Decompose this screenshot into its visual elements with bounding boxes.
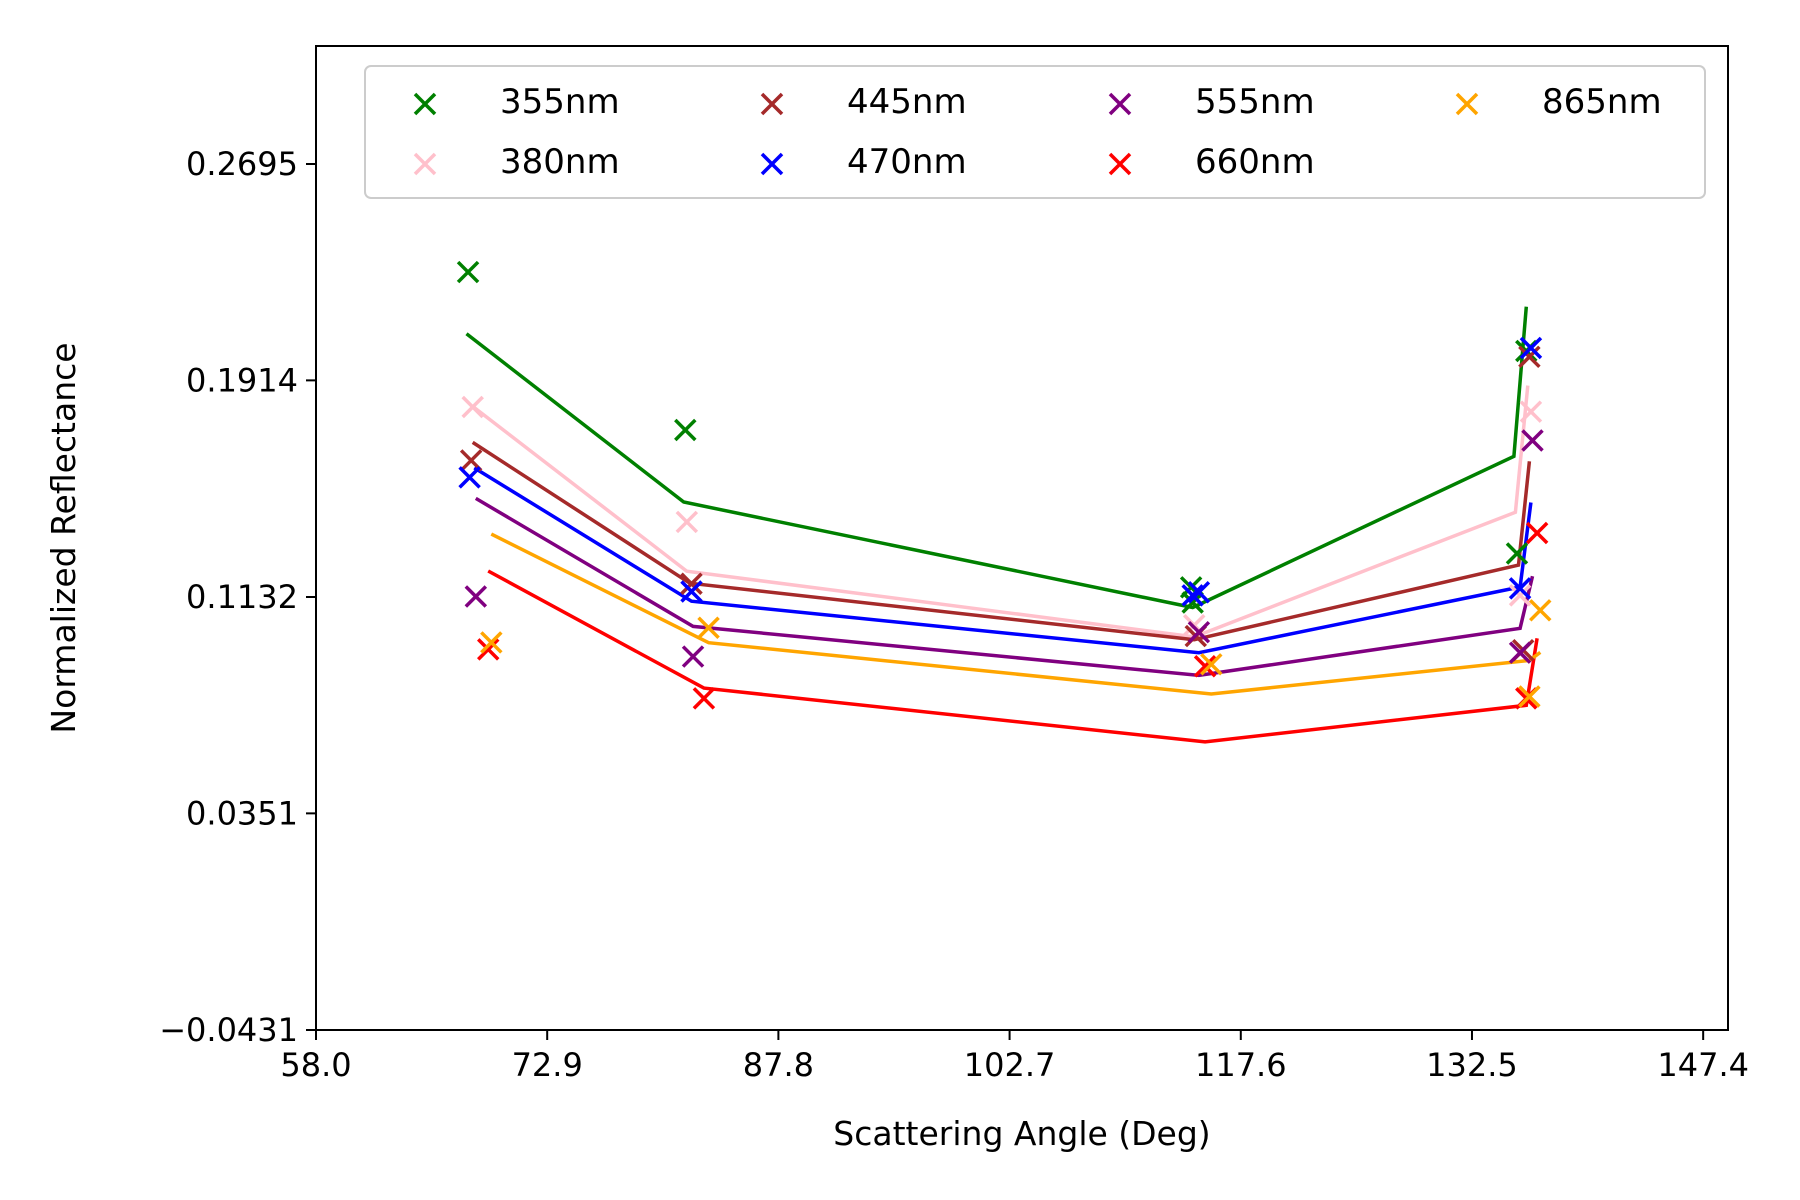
data-point-555nm (464, 585, 488, 608)
x-tick-label: 87.8 (743, 1046, 814, 1084)
data-point-380nm (675, 510, 699, 534)
data-point-470nm (1519, 336, 1543, 360)
data-point-355nm (1181, 591, 1204, 614)
legend-marker-355nm (413, 92, 437, 116)
data-point-470nm (1181, 584, 1204, 607)
data-point-355nm (674, 418, 697, 442)
legend-label: 865nm (1542, 82, 1662, 122)
data-point-660nm (476, 638, 500, 661)
data-point-660nm (692, 687, 716, 710)
legend-marker-470nm (760, 152, 784, 176)
data-point-355nm (456, 260, 480, 284)
data-point-445nm (1518, 345, 1541, 369)
y-axis-label: Normalized Reflectance (44, 342, 83, 733)
data-point-865nm (480, 631, 503, 654)
data-point-380nm (1519, 400, 1543, 423)
y-tick-label: 0.1914 (186, 361, 298, 399)
data-point-355nm (1505, 542, 1529, 565)
legend-box (364, 65, 1706, 199)
series-line-355nm (465, 306, 1529, 610)
x-tick-label: 72.9 (512, 1046, 583, 1084)
data-point-660nm (1525, 521, 1549, 545)
data-point-555nm (1508, 641, 1532, 664)
data-point-555nm (1521, 429, 1544, 452)
data-point-470nm (1508, 577, 1532, 600)
data-point-865nm (1518, 685, 1541, 708)
y-tick-label: 0.1132 (186, 578, 298, 616)
x-tick-label: 147.4 (1657, 1046, 1749, 1084)
y-tick-label: 0.0351 (186, 794, 298, 832)
plot-area (315, 45, 1729, 1031)
data-point-445nm (680, 572, 703, 595)
x-axis-label: Scattering Angle (Deg) (833, 1114, 1210, 1153)
data-point-555nm (681, 645, 705, 668)
data-point-865nm (1529, 599, 1552, 622)
data-point-555nm (1187, 620, 1211, 644)
x-tick-label: 58.0 (280, 1046, 351, 1084)
data-point-380nm (461, 395, 484, 419)
series-line-660nm (487, 569, 1539, 744)
x-axis: 58.0 72.9 87.8 102.7 117.6 132.5 147.4 (280, 1030, 1749, 1084)
data-point-470nm (1187, 581, 1211, 604)
series-line-555nm (474, 496, 1535, 678)
legend-marker-865nm (1455, 92, 1479, 116)
legend-marker-660nm (1108, 152, 1132, 176)
series-points (456, 260, 1552, 710)
data-point-865nm (1200, 653, 1223, 676)
legend-marker-380nm (413, 152, 437, 176)
legend-marker-555nm (1108, 92, 1132, 116)
y-axis: −0.0431 0.0351 0.1132 0.1914 0.2695 (159, 145, 316, 1049)
legend-label: 355nm (500, 82, 620, 122)
data-point-380nm (1508, 584, 1532, 607)
legend-label: 380nm (500, 142, 620, 182)
legend-label: 660nm (1195, 142, 1315, 182)
x-tick-label: 117.6 (1195, 1046, 1287, 1084)
x-tick-label: 132.5 (1426, 1046, 1518, 1084)
data-point-660nm (1193, 655, 1217, 678)
y-tick-label: 0.2695 (186, 145, 298, 183)
legend: 355nm 380nm 445nm 470nm 555nm 660nm 865nm (364, 65, 1706, 199)
legend-label: 555nm (1195, 82, 1315, 122)
legend-marker-445nm (760, 92, 784, 116)
data-point-470nm (458, 466, 481, 489)
legend-label: 470nm (847, 142, 967, 182)
legend-label: 445nm (847, 82, 967, 122)
data-point-470nm (680, 580, 703, 603)
y-tick-label: −0.0431 (159, 1011, 298, 1049)
data-point-865nm (697, 616, 720, 639)
x-tick-label: 102.7 (964, 1046, 1056, 1084)
